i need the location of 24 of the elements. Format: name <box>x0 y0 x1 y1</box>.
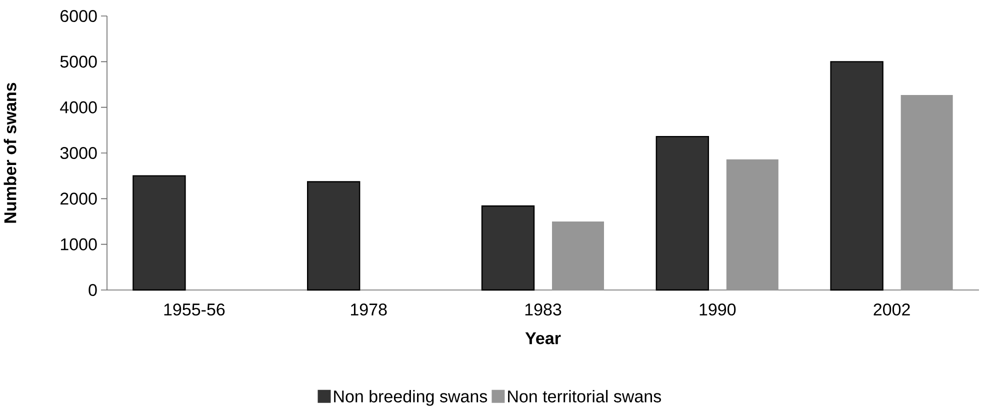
bar <box>900 95 953 290</box>
legend-label: Non breeding swans <box>334 390 488 406</box>
y-tick-label: 1000 <box>60 238 97 250</box>
x-tick-label: 1978 <box>350 304 387 316</box>
y-tick-label: 3000 <box>60 146 97 160</box>
y-axis-title: Number of swans <box>4 82 16 223</box>
bar <box>481 205 535 291</box>
y-tick-label: 0 <box>88 284 97 296</box>
bar <box>656 136 710 291</box>
bar <box>307 181 360 291</box>
x-tick-label: 2002 <box>874 304 910 316</box>
y-tick-label: 6000 <box>60 10 97 22</box>
bar <box>132 175 186 291</box>
y-tick-label: 4000 <box>60 101 97 114</box>
y-tick-label: 2000 <box>60 192 97 205</box>
bar <box>726 159 778 290</box>
x-tick-label: 1983 <box>525 304 562 316</box>
legend-label: Non territorial swans <box>508 390 661 402</box>
x-tick-label: 1990 <box>700 304 736 316</box>
bar <box>552 222 604 290</box>
x-axis-title: Year <box>525 332 561 344</box>
x-tick-label: 1955-56 <box>164 304 225 316</box>
y-tick-label: 5000 <box>60 56 97 68</box>
bar <box>830 61 884 291</box>
